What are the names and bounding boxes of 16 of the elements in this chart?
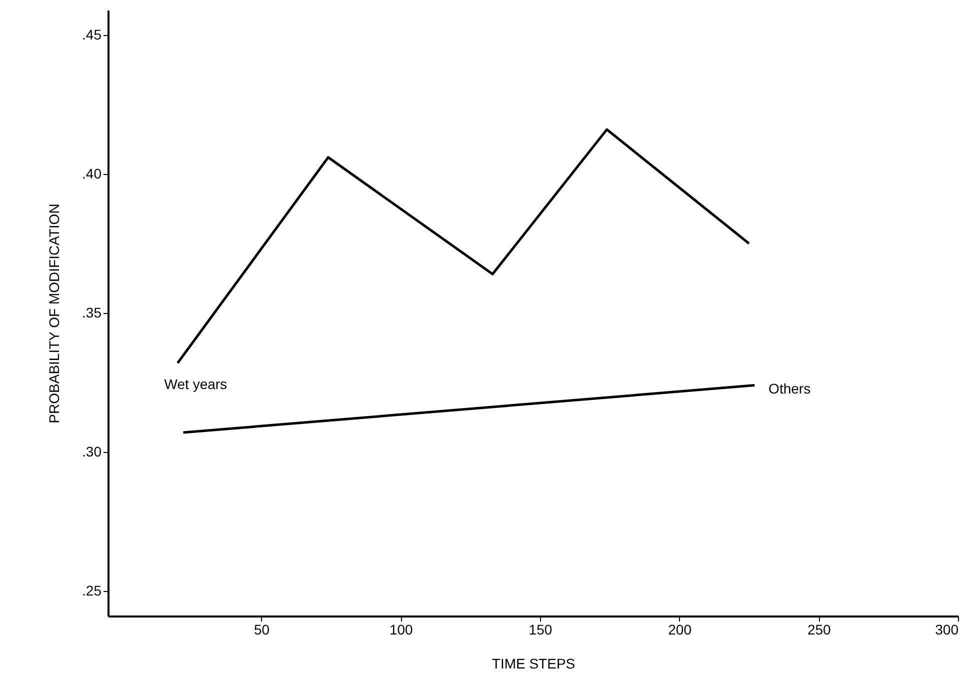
y-tick-label: .25	[82, 582, 102, 598]
y-axis-title: PROBABILITY OF MODIFICATION	[46, 204, 62, 424]
y-tick-label: .30	[82, 443, 102, 460]
y-tick-label: .45	[82, 26, 102, 43]
x-tick-label: 300	[935, 622, 959, 638]
x-tick-label: 150	[528, 622, 552, 638]
x-tick-label: 250	[807, 622, 832, 638]
x-tick-label: 50	[254, 622, 270, 638]
y-tick-label: .35	[82, 304, 102, 320]
y-tick-label: .40	[82, 166, 102, 182]
x-axis-title: TIME STEPS	[492, 656, 576, 672]
line-series	[176, 128, 750, 364]
x-tick-label: 200	[668, 622, 692, 638]
series-label: Others	[768, 380, 811, 396]
series-label: Wet years	[164, 376, 228, 392]
x-tick-label: 100	[389, 622, 414, 638]
